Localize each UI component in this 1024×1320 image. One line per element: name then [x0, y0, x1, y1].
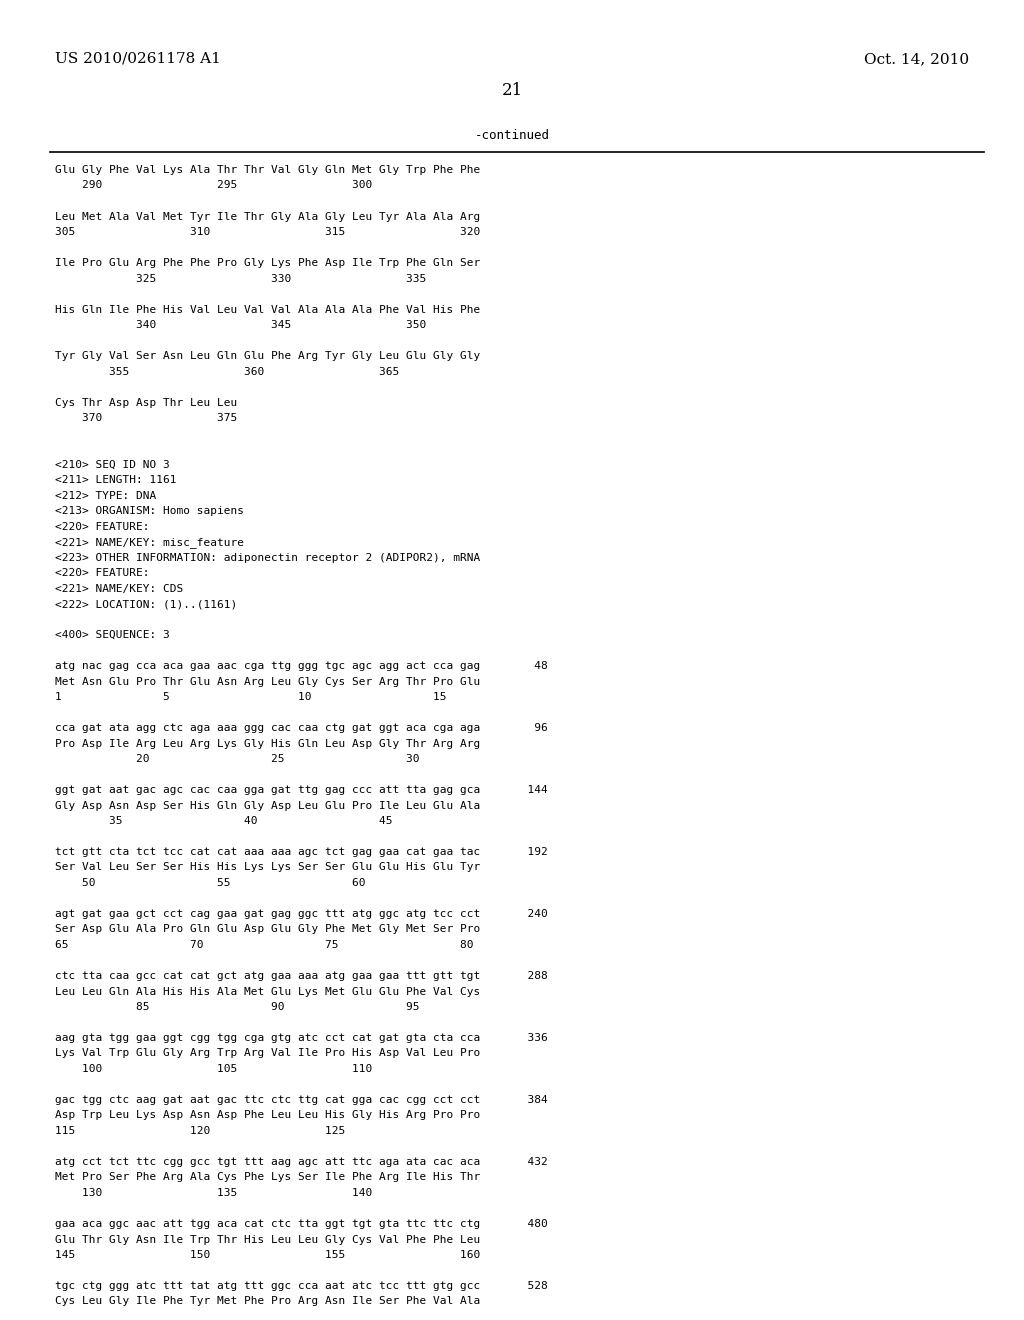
- Text: 100                 105                 110: 100 105 110: [55, 1064, 373, 1074]
- Text: Glu Gly Phe Val Lys Ala Thr Thr Val Gly Gln Met Gly Trp Phe Phe: Glu Gly Phe Val Lys Ala Thr Thr Val Gly …: [55, 165, 480, 176]
- Text: US 2010/0261178 A1: US 2010/0261178 A1: [55, 51, 221, 66]
- Text: <210> SEQ ID NO 3: <210> SEQ ID NO 3: [55, 459, 170, 470]
- Text: 115                 120                 125: 115 120 125: [55, 1126, 345, 1137]
- Text: aag gta tgg gaa ggt cgg tgg cga gtg atc cct cat gat gta cta cca       336: aag gta tgg gaa ggt cgg tgg cga gtg atc …: [55, 1034, 548, 1043]
- Text: 1               5                   10                  15: 1 5 10 15: [55, 692, 446, 702]
- Text: <221> NAME/KEY: misc_feature: <221> NAME/KEY: misc_feature: [55, 537, 244, 548]
- Text: <400> SEQUENCE: 3: <400> SEQUENCE: 3: [55, 630, 170, 640]
- Text: 145                 150                 155                 160: 145 150 155 160: [55, 1250, 480, 1261]
- Text: <211> LENGTH: 1161: <211> LENGTH: 1161: [55, 475, 176, 484]
- Text: agt gat gaa gct cct cag gaa gat gag ggc ttt atg ggc atg tcc cct       240: agt gat gaa gct cct cag gaa gat gag ggc …: [55, 909, 548, 919]
- Text: Ser Asp Glu Ala Pro Gln Glu Asp Glu Gly Phe Met Gly Met Ser Pro: Ser Asp Glu Ala Pro Gln Glu Asp Glu Gly …: [55, 924, 480, 935]
- Text: ctc tta caa gcc cat cat gct atg gaa aaa atg gaa gaa ttt gtt tgt       288: ctc tta caa gcc cat cat gct atg gaa aaa …: [55, 972, 548, 981]
- Text: Met Asn Glu Pro Thr Glu Asn Arg Leu Gly Cys Ser Arg Thr Pro Glu: Met Asn Glu Pro Thr Glu Asn Arg Leu Gly …: [55, 677, 480, 686]
- Text: 35                  40                  45: 35 40 45: [55, 816, 392, 826]
- Text: Tyr Gly Val Ser Asn Leu Gln Glu Phe Arg Tyr Gly Leu Glu Gly Gly: Tyr Gly Val Ser Asn Leu Gln Glu Phe Arg …: [55, 351, 480, 360]
- Text: <213> ORGANISM: Homo sapiens: <213> ORGANISM: Homo sapiens: [55, 506, 244, 516]
- Text: 340                 345                 350: 340 345 350: [55, 319, 426, 330]
- Text: Gly Asp Asn Asp Ser His Gln Gly Asp Leu Glu Pro Ile Leu Glu Ala: Gly Asp Asn Asp Ser His Gln Gly Asp Leu …: [55, 800, 480, 810]
- Text: Leu Leu Gln Ala His His Ala Met Glu Lys Met Glu Glu Phe Val Cys: Leu Leu Gln Ala His His Ala Met Glu Lys …: [55, 986, 480, 997]
- Text: Glu Thr Gly Asn Ile Trp Thr His Leu Leu Gly Cys Val Phe Phe Leu: Glu Thr Gly Asn Ile Trp Thr His Leu Leu …: [55, 1234, 480, 1245]
- Text: Ser Val Leu Ser Ser His His Lys Lys Ser Ser Glu Glu His Glu Tyr: Ser Val Leu Ser Ser His His Lys Lys Ser …: [55, 862, 480, 873]
- Text: Ile Pro Glu Arg Phe Phe Pro Gly Lys Phe Asp Ile Trp Phe Gln Ser: Ile Pro Glu Arg Phe Phe Pro Gly Lys Phe …: [55, 257, 480, 268]
- Text: Lys Val Trp Glu Gly Arg Trp Arg Val Ile Pro His Asp Val Leu Pro: Lys Val Trp Glu Gly Arg Trp Arg Val Ile …: [55, 1048, 480, 1059]
- Text: ggt gat aat gac agc cac caa gga gat ttg gag ccc att tta gag gca       144: ggt gat aat gac agc cac caa gga gat ttg …: [55, 785, 548, 795]
- Text: 305                 310                 315                 320: 305 310 315 320: [55, 227, 480, 238]
- Text: 290                 295                 300: 290 295 300: [55, 181, 373, 190]
- Text: <223> OTHER INFORMATION: adiponectin receptor 2 (ADIPOR2), mRNA: <223> OTHER INFORMATION: adiponectin rec…: [55, 553, 480, 562]
- Text: Asp Trp Leu Lys Asp Asn Asp Phe Leu Leu His Gly His Arg Pro Pro: Asp Trp Leu Lys Asp Asn Asp Phe Leu Leu …: [55, 1110, 480, 1121]
- Text: Oct. 14, 2010: Oct. 14, 2010: [864, 51, 969, 66]
- Text: His Gln Ile Phe His Val Leu Val Val Ala Ala Ala Phe Val His Phe: His Gln Ile Phe His Val Leu Val Val Ala …: [55, 305, 480, 314]
- Text: -continued: -continued: [474, 129, 550, 143]
- Text: atg cct tct ttc cgg gcc tgt ttt aag agc att ttc aga ata cac aca       432: atg cct tct ttc cgg gcc tgt ttt aag agc …: [55, 1158, 548, 1167]
- Text: cca gat ata agg ctc aga aaa ggg cac caa ctg gat ggt aca cga aga        96: cca gat ata agg ctc aga aaa ggg cac caa …: [55, 723, 548, 733]
- Text: 21: 21: [502, 82, 522, 99]
- Text: <221> NAME/KEY: CDS: <221> NAME/KEY: CDS: [55, 583, 183, 594]
- Text: <222> LOCATION: (1)..(1161): <222> LOCATION: (1)..(1161): [55, 599, 238, 609]
- Text: atg nac gag cca aca gaa aac cga ttg ggg tgc agc agg act cca gag        48: atg nac gag cca aca gaa aac cga ttg ggg …: [55, 661, 548, 671]
- Text: <220> FEATURE:: <220> FEATURE:: [55, 521, 150, 532]
- Text: 85                  90                  95: 85 90 95: [55, 1002, 420, 1012]
- Text: Met Pro Ser Phe Arg Ala Cys Phe Lys Ser Ile Phe Arg Ile His Thr: Met Pro Ser Phe Arg Ala Cys Phe Lys Ser …: [55, 1172, 480, 1183]
- Text: 65                  70                  75                  80: 65 70 75 80: [55, 940, 473, 950]
- Text: 20                  25                  30: 20 25 30: [55, 754, 420, 764]
- Text: Leu Met Ala Val Met Tyr Ile Thr Gly Ala Gly Leu Tyr Ala Ala Arg: Leu Met Ala Val Met Tyr Ile Thr Gly Ala …: [55, 211, 480, 222]
- Text: Cys Leu Gly Ile Phe Tyr Met Phe Pro Arg Asn Ile Ser Phe Val Ala: Cys Leu Gly Ile Phe Tyr Met Phe Pro Arg …: [55, 1296, 480, 1307]
- Text: <220> FEATURE:: <220> FEATURE:: [55, 568, 150, 578]
- Text: <212> TYPE: DNA: <212> TYPE: DNA: [55, 491, 157, 500]
- Text: 50                  55                  60: 50 55 60: [55, 878, 366, 888]
- Text: 355                 360                 365: 355 360 365: [55, 367, 399, 376]
- Text: tct gtt cta tct tcc cat cat aaa aaa agc tct gag gaa cat gaa tac       192: tct gtt cta tct tcc cat cat aaa aaa agc …: [55, 847, 548, 857]
- Text: Pro Asp Ile Arg Leu Arg Lys Gly His Gln Leu Asp Gly Thr Arg Arg: Pro Asp Ile Arg Leu Arg Lys Gly His Gln …: [55, 738, 480, 748]
- Text: 370                 375: 370 375: [55, 413, 238, 422]
- Text: gaa aca ggc aac att tgg aca cat ctc tta ggt tgt gta ttc ttc ctg       480: gaa aca ggc aac att tgg aca cat ctc tta …: [55, 1218, 548, 1229]
- Text: gac tgg ctc aag gat aat gac ttc ctc ttg cat gga cac cgg cct cct       384: gac tgg ctc aag gat aat gac ttc ctc ttg …: [55, 1096, 548, 1105]
- Text: tgc ctg ggg atc ttt tat atg ttt ggc cca aat atc tcc ttt gtg gcc       528: tgc ctg ggg atc ttt tat atg ttt ggc cca …: [55, 1280, 548, 1291]
- Text: 325                 330                 335: 325 330 335: [55, 273, 426, 284]
- Text: Cys Thr Asp Asp Thr Leu Leu: Cys Thr Asp Asp Thr Leu Leu: [55, 397, 238, 408]
- Text: 130                 135                 140: 130 135 140: [55, 1188, 373, 1199]
